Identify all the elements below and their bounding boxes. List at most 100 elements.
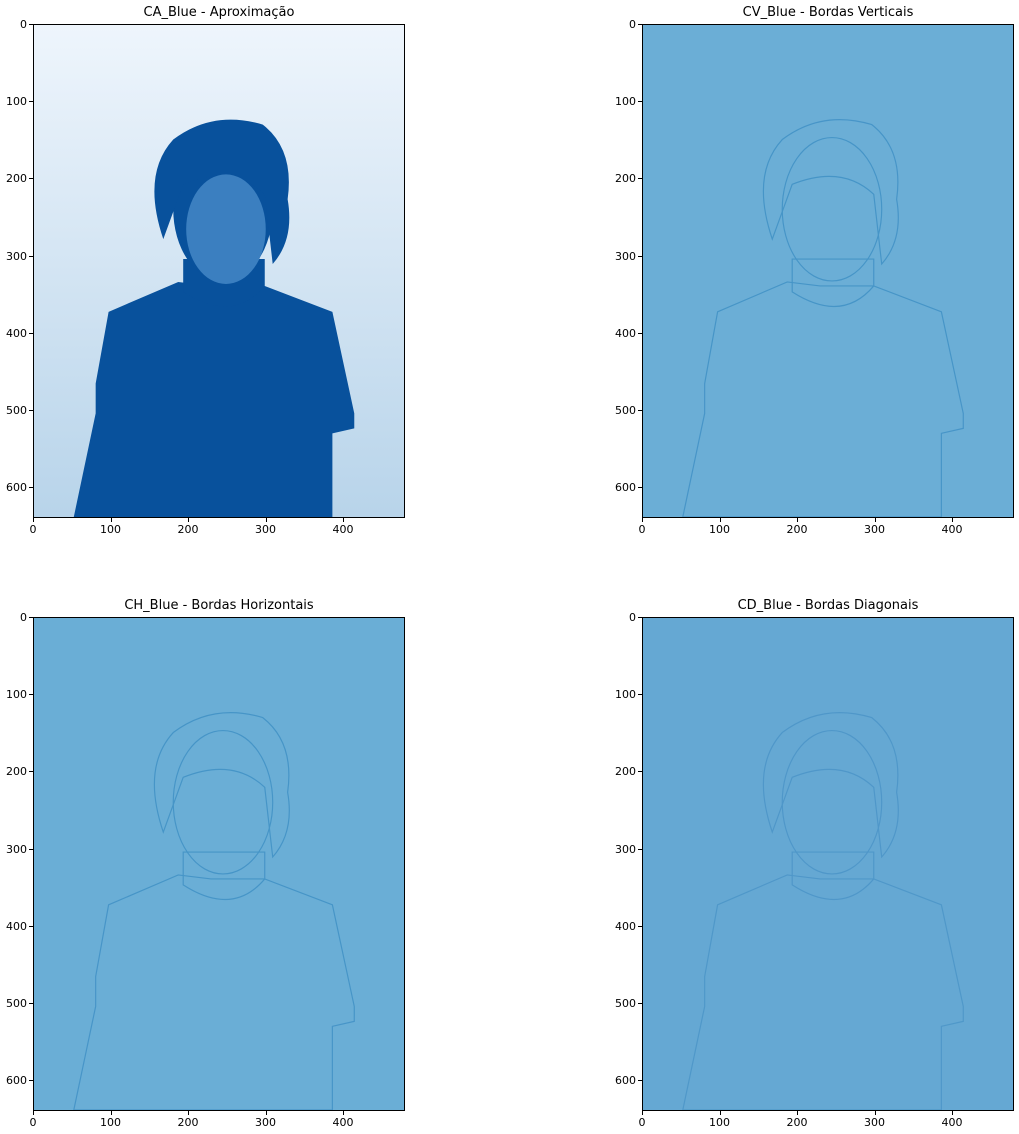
x-tick-label: 100 <box>100 1116 121 1129</box>
x-tick-label: 200 <box>786 523 808 536</box>
y-tick-label: 400 <box>6 919 27 933</box>
y-tick-label: 0 <box>20 18 27 31</box>
y-tick-label: 300 <box>6 249 27 263</box>
y-tick-label: 300 <box>615 842 636 856</box>
y-tick-mark <box>29 771 33 773</box>
x-tick-label: 400 <box>941 523 963 536</box>
person-silhouette <box>682 712 964 1110</box>
x-tick-mark <box>188 518 189 522</box>
x-tick-label: 300 <box>255 523 276 536</box>
x-tick-label: 100 <box>709 523 730 536</box>
x-tick-mark <box>33 1111 34 1115</box>
y-tick-label: 500 <box>615 404 636 417</box>
x-tick-mark <box>952 1111 953 1115</box>
x-tick-label: 0 <box>638 1116 646 1129</box>
x-tick-mark <box>188 1111 189 1115</box>
y-tick-mark <box>29 410 33 411</box>
image-ca-approximation <box>33 24 405 518</box>
y-tick-label: 400 <box>615 326 636 340</box>
x-tick-mark <box>719 1111 721 1115</box>
y-tick-mark <box>638 24 642 25</box>
panel-cv-vertical-edges: CV_Blue - Bordas Verticais 0 100 200 300 400… <box>615 5 1014 535</box>
y-tick-mark <box>29 332 33 334</box>
face-region <box>186 174 266 284</box>
panel-ca-approximation: CA_Blue - Aproximação 0 100 200 300 400 500 60… <box>6 5 405 535</box>
x-tick-mark <box>874 1111 876 1115</box>
y-tick-label: 100 <box>6 95 27 109</box>
panel-title: CH_Blue - Bordas Horizontais <box>124 598 314 613</box>
y-tick-label: 600 <box>6 481 27 495</box>
image-background <box>643 618 1013 1110</box>
y-tick-label: 600 <box>6 1074 27 1088</box>
y-tick-mark <box>29 101 33 103</box>
x-tick-mark <box>797 1111 798 1115</box>
y-tick-label: 600 <box>615 1074 636 1088</box>
y-tick-label: 0 <box>629 611 636 624</box>
image-background <box>643 25 1013 517</box>
y-tick-mark <box>638 694 642 696</box>
x-tick-label: 300 <box>864 1116 885 1129</box>
panel-title: CA_Blue - Aproximação <box>143 5 295 20</box>
y-tick-label: 200 <box>615 172 636 186</box>
x-tick-label: 300 <box>255 1116 276 1129</box>
y-tick-mark <box>638 617 642 618</box>
x-tick-mark <box>642 1111 643 1115</box>
wavelet-coefficient-image <box>643 618 1013 1110</box>
y-tick-label: 0 <box>629 18 636 31</box>
x-tick-label: 300 <box>864 523 885 536</box>
y-tick-label: 100 <box>615 95 636 109</box>
y-tick-mark <box>29 925 33 927</box>
x-tick-mark <box>265 518 267 522</box>
image-cd-diagonal-edges <box>642 617 1014 1111</box>
y-tick-mark <box>638 101 642 103</box>
x-tick-mark <box>343 1111 344 1115</box>
y-tick-label: 400 <box>6 326 27 340</box>
image-cv-vertical-edges <box>642 24 1014 518</box>
y-tick-mark <box>638 1080 642 1082</box>
x-tick-mark <box>33 518 34 522</box>
x-tick-mark <box>343 518 344 522</box>
x-tick-label: 200 <box>177 1116 199 1129</box>
y-tick-label: 0 <box>20 611 27 624</box>
wavelet-coefficient-image <box>643 25 1013 517</box>
y-tick-label: 500 <box>6 997 27 1010</box>
person-silhouette <box>73 712 355 1110</box>
y-tick-label: 400 <box>615 919 636 933</box>
y-tick-label: 200 <box>615 765 636 779</box>
wavelet-coefficient-image <box>34 25 404 517</box>
y-tick-mark <box>29 255 33 257</box>
panel-title: CD_Blue - Bordas Diagonais <box>737 598 919 613</box>
x-tick-label: 400 <box>332 523 354 536</box>
y-tick-mark <box>638 487 642 489</box>
x-tick-mark <box>874 518 876 522</box>
x-tick-mark <box>797 518 798 522</box>
x-tick-label: 0 <box>638 523 646 536</box>
person-silhouette <box>682 119 964 517</box>
x-tick-label: 0 <box>29 1116 37 1129</box>
y-tick-label: 100 <box>615 688 636 702</box>
x-tick-label: 0 <box>29 523 37 536</box>
y-tick-label: 500 <box>6 404 27 417</box>
x-tick-label: 100 <box>709 1116 730 1129</box>
y-tick-mark <box>638 848 642 850</box>
panel-title: CV_Blue - Bordas Verticais <box>742 5 914 20</box>
y-tick-mark <box>29 1080 33 1082</box>
x-tick-mark <box>642 518 643 522</box>
x-tick-label: 200 <box>177 523 199 536</box>
y-tick-label: 200 <box>6 172 27 186</box>
y-tick-mark <box>29 617 33 618</box>
y-tick-mark <box>638 255 642 257</box>
panel-cd-diagonal-edges: CD_Blue - Bordas Diagonais 0 100 200 300 400… <box>615 598 1014 1128</box>
y-tick-mark <box>638 410 642 411</box>
y-tick-mark <box>29 24 33 25</box>
panel-ch-horizontal-edges: CH_Blue - Bordas Horizontais 0 100 200 300 4… <box>6 598 405 1128</box>
y-tick-mark <box>638 925 642 927</box>
y-tick-mark <box>638 1003 642 1004</box>
y-tick-label: 500 <box>615 997 636 1010</box>
y-tick-label: 600 <box>615 481 636 495</box>
x-tick-label: 200 <box>786 1116 808 1129</box>
image-background <box>34 618 404 1110</box>
y-tick-mark <box>638 332 642 334</box>
x-tick-label: 100 <box>100 523 121 536</box>
y-tick-mark <box>29 178 33 180</box>
